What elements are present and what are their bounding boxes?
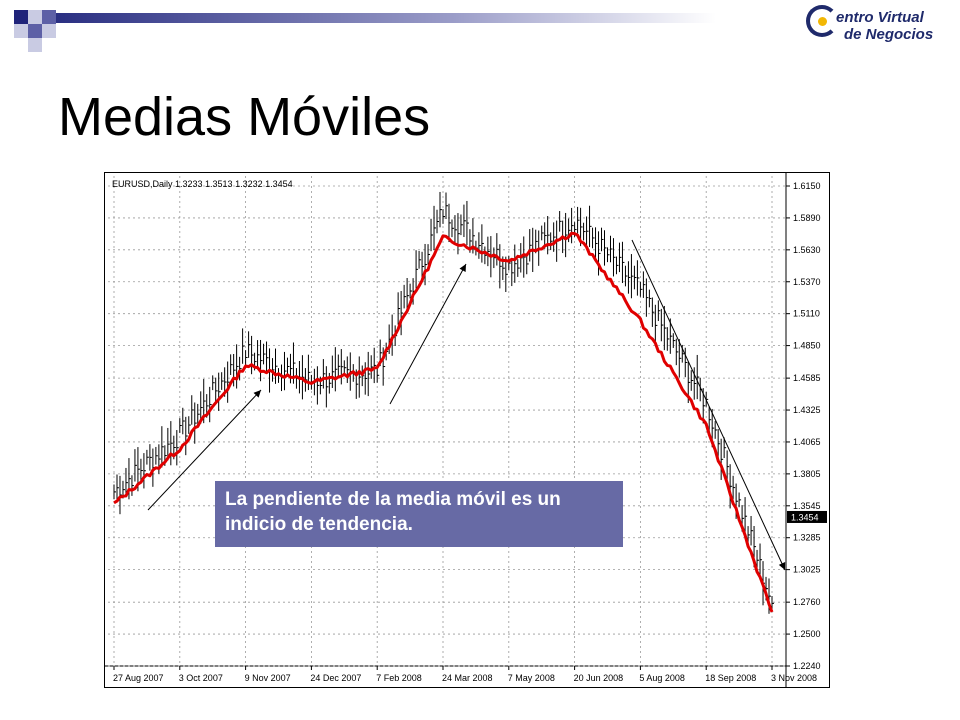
y-tick-label: 1.5630 [793,245,821,255]
x-tick-label: 7 Feb 2008 [376,673,422,683]
y-tick-label: 1.3025 [793,565,821,575]
y-tick-label: 1.5110 [793,309,820,319]
deco-square-5 [42,10,56,24]
y-tick-label: 1.3285 [793,533,821,543]
brand-line-2: de Negocios [844,26,934,43]
logo-c-icon [806,5,838,37]
y-tick-label: 1.4850 [793,341,821,351]
y-tick-label: 1.2240 [793,661,821,671]
x-tick-label: 9 Nov 2007 [245,673,291,683]
y-tick-label: 1.3545 [793,501,821,511]
y-tick-label: 1.4585 [793,373,821,383]
callout-box: La pendiente de la media móvil es un ind… [215,481,623,547]
eurusd-chart: 1.6150 1.5890 1.5630 1.5370 1.5110 1.4850 1.45… [104,172,830,688]
y-tick-label: 1.4325 [793,405,821,415]
x-tick-label: 7 May 2008 [508,673,555,683]
y-tick-label: 1.4065 [793,437,821,447]
trend-arrow-head [459,264,466,272]
slide-decoration [14,10,716,52]
x-tick-label: 3 Nov 2008 [771,673,817,683]
x-tick-label: 24 Mar 2008 [442,673,493,683]
y-tick-label: 1.2500 [793,629,821,639]
trend-arrow-head [253,390,261,398]
deco-square-4 [28,24,42,38]
current-price-label: 1.3454 [791,512,819,522]
y-tick-label: 1.3805 [793,469,821,479]
trend-arrow-head [778,562,786,570]
y-tick-label: 1.5370 [793,277,821,287]
x-tick-label: 24 Dec 2007 [310,673,361,683]
x-tick-label: 18 Sep 2008 [705,673,756,683]
y-tick-label: 1.2760 [793,597,821,607]
brand-logo: entro Virtual de Negocios [806,4,946,46]
trend-arrow [389,263,467,405]
deco-square-2 [28,10,42,24]
x-tick-label: 20 Jun 2008 [574,673,624,683]
brand-line-1: entro Virtual [836,9,924,26]
deco-gradient-bar [56,13,716,23]
x-tick-label: 3 Oct 2007 [179,673,223,683]
trend-arrow [147,389,262,511]
y-tick-label: 1.6150 [793,181,821,191]
deco-square-3 [14,24,28,38]
chart-header: EURUSD,Daily 1.3233 1.3513 1.3232 1.3454 [112,179,293,189]
x-tick-label: 5 Aug 2008 [639,673,685,683]
current-price-box [787,510,827,523]
logo-dot-icon [818,17,827,26]
deco-square-7 [28,38,42,52]
y-tick-label: 1.5890 [793,213,821,223]
deco-square-6 [42,24,56,38]
moving-average-line [113,231,774,613]
deco-square-1 [14,10,28,24]
x-tick-label: 27 Aug 2007 [113,673,164,683]
slide-title: Medias Móviles [58,87,431,147]
trend-arrow [631,239,786,571]
